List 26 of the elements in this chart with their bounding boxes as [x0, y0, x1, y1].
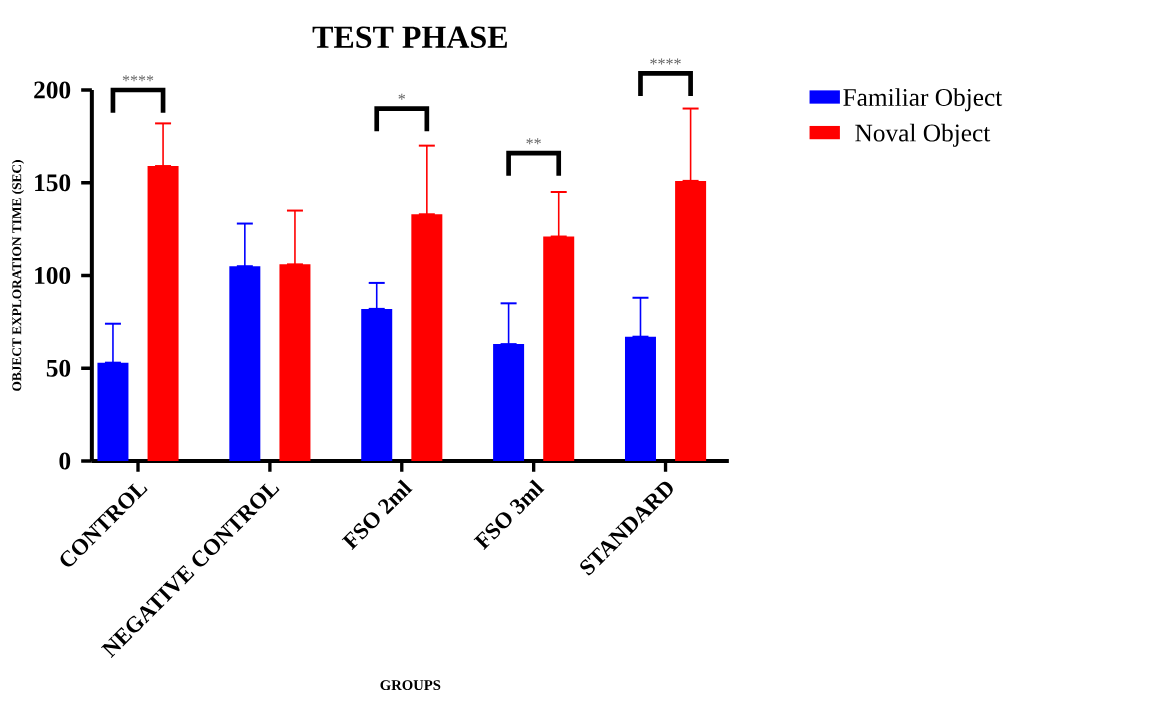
bar: [624, 336, 656, 461]
bar: [97, 362, 129, 461]
y-tick-label: 100: [35, 266, 71, 285]
bar: [361, 308, 393, 461]
bar: [411, 214, 443, 461]
y-tick-label: 200: [34, 81, 71, 99]
legend-label: Noval Object: [855, 123, 991, 147]
bar: [493, 344, 525, 461]
text: ****: [122, 75, 154, 82]
x-tick-label: FSO 3ml: [473, 479, 545, 551]
bar: [229, 266, 261, 461]
legend-label: Familiar Object: [843, 88, 1003, 112]
x-tick-label: FSO 2ml: [341, 479, 413, 551]
bar: [147, 166, 179, 461]
bar: [675, 180, 707, 461]
y-tick-label: 0: [59, 452, 71, 470]
x-axis-title: GROUPS: [380, 680, 441, 691]
y-tick-label: 150: [35, 174, 71, 192]
bar: [279, 264, 311, 461]
bar: [543, 236, 575, 461]
y-tick-label: 50: [46, 359, 71, 377]
chart-title: TEST PHASE: [312, 26, 507, 48]
text: ****: [650, 58, 681, 65]
annotation: **: [526, 138, 541, 145]
y-axis-title: OBJECT EXPLORATION TIME (SEC): [11, 160, 24, 391]
annotation: *: [398, 93, 406, 100]
